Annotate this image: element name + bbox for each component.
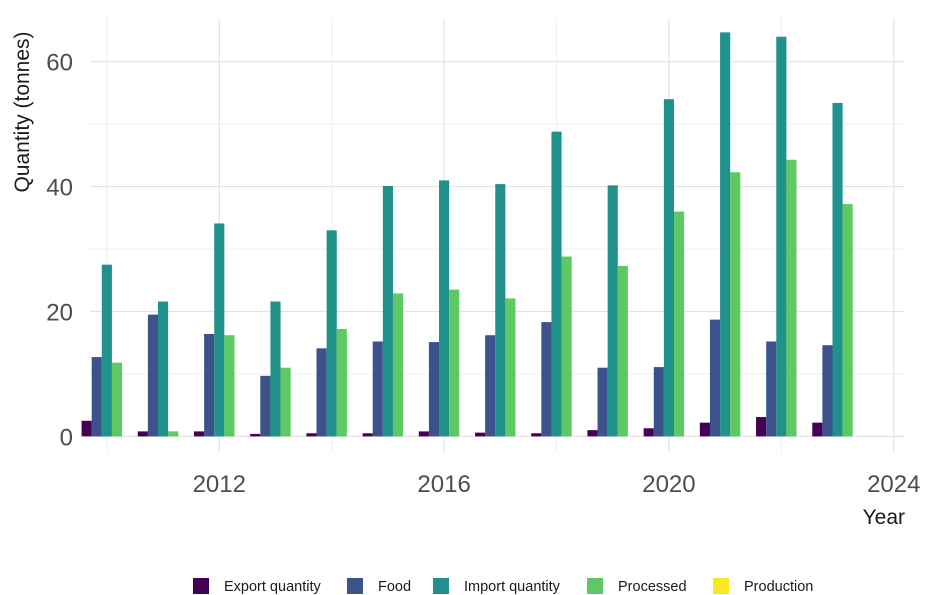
bar-processed-2016 — [449, 289, 460, 437]
bar-food-2013 — [260, 375, 271, 437]
bar-import-quantity-2013 — [270, 301, 281, 437]
legend-key-food — [347, 578, 363, 594]
legend-key-export-quantity — [193, 578, 209, 594]
bar-processed-2023 — [842, 204, 853, 437]
bar-import-quantity-2017 — [495, 184, 506, 437]
bar-food-2016 — [428, 342, 440, 437]
bar-export-quantity-2022 — [756, 417, 767, 437]
bar-processed-2011 — [168, 431, 179, 437]
bar-export-quantity-2017 — [475, 432, 486, 437]
bar-layer — [81, 32, 853, 437]
y-tick-label-60: 60 — [46, 50, 73, 77]
legend-key-import-quantity — [433, 578, 449, 594]
bar-processed-2017 — [505, 298, 516, 437]
bar-import-quantity-2019 — [607, 185, 618, 437]
legend-label-export-quantity: Export quantity — [224, 579, 321, 595]
legend-label-food: Food — [378, 579, 411, 595]
y-tick-label-0: 0 — [60, 424, 73, 451]
bar-import-quantity-2021 — [720, 32, 731, 437]
x-tick-label-2020: 2020 — [642, 471, 695, 498]
bar-processed-2013 — [280, 367, 291, 437]
bar-export-quantity-2019 — [587, 430, 598, 437]
bar-export-quantity-2010 — [81, 420, 92, 437]
bar-export-quantity-2012 — [193, 431, 205, 437]
bar-import-quantity-2015 — [382, 185, 393, 437]
bar-export-quantity-2023 — [812, 422, 823, 437]
bar-food-2011 — [147, 314, 159, 437]
legend-label-production: Production — [744, 579, 813, 595]
bar-food-2022 — [766, 341, 777, 437]
bar-processed-2018 — [561, 256, 572, 437]
bar-export-quantity-2018 — [531, 433, 542, 437]
bar-food-2010 — [91, 357, 102, 437]
y-tick-label-40: 40 — [46, 175, 73, 202]
bar-processed-2012 — [224, 335, 235, 437]
bar-processed-2015 — [392, 293, 404, 437]
x-tick-label-2016: 2016 — [417, 471, 470, 498]
bar-import-quantity-2016 — [439, 180, 450, 437]
legend-key-production — [713, 578, 729, 594]
bar-food-2014 — [316, 348, 327, 437]
bar-export-quantity-2016 — [418, 431, 429, 437]
bar-import-quantity-2014 — [326, 230, 337, 437]
y-axis-title: Quantity (tonnes) — [11, 31, 34, 192]
bar-food-2012 — [204, 333, 215, 437]
bar-food-2019 — [597, 367, 608, 437]
bar-export-quantity-2011 — [137, 431, 148, 437]
bar-food-2021 — [709, 319, 721, 437]
bar-processed-2014 — [336, 328, 347, 437]
bar-processed-2022 — [786, 159, 797, 437]
tick-layer: 0 20 40 60 2012 2016 2020 2024 — [46, 50, 920, 498]
bar-export-quantity-2013 — [250, 433, 261, 437]
legend-label-import-quantity: Import quantity — [464, 579, 561, 595]
x-tick-label-2012: 2012 — [193, 471, 246, 498]
legend-label-processed: Processed — [618, 579, 687, 595]
bar-processed-2020 — [673, 211, 685, 437]
bar-import-quantity-2010 — [101, 264, 112, 437]
bar-import-quantity-2011 — [158, 301, 169, 437]
bar-export-quantity-2021 — [699, 422, 710, 437]
bar-import-quantity-2023 — [832, 102, 843, 437]
legend: Export quantity Food Import quantity Proces… — [193, 578, 813, 595]
bar-export-quantity-2014 — [306, 433, 317, 437]
legend-key-processed — [587, 578, 603, 594]
bar-processed-2019 — [617, 265, 628, 437]
bar-import-quantity-2020 — [663, 99, 674, 437]
bar-food-2015 — [372, 341, 383, 437]
bar-food-2018 — [541, 322, 552, 437]
bar-food-2017 — [485, 335, 496, 437]
bar-processed-2010 — [111, 362, 123, 437]
bar-processed-2021 — [730, 172, 741, 437]
bar-import-quantity-2012 — [214, 223, 225, 437]
x-axis-title: Year — [863, 506, 905, 529]
bar-export-quantity-2015 — [362, 433, 373, 437]
bar-food-2023 — [822, 345, 833, 437]
bar-food-2020 — [653, 367, 664, 437]
bar-import-quantity-2022 — [776, 36, 787, 437]
bar-import-quantity-2018 — [551, 131, 562, 437]
bar-export-quantity-2020 — [643, 428, 654, 437]
y-tick-label-20: 20 — [46, 299, 73, 326]
x-tick-label-2024: 2024 — [867, 471, 920, 498]
